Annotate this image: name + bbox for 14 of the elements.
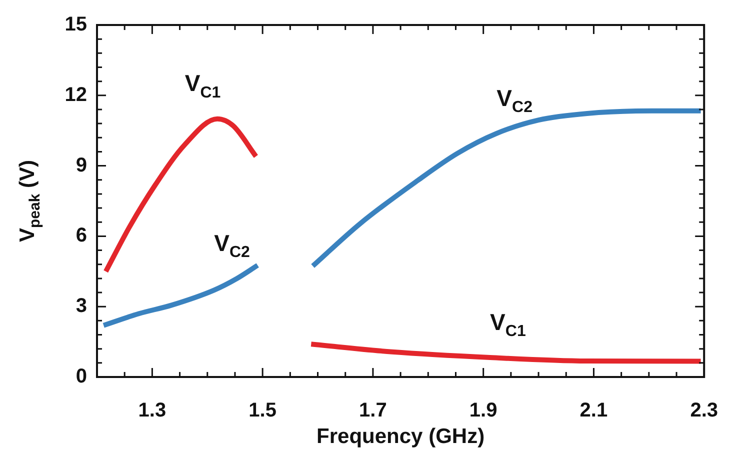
x-tick-label: 1.9 (469, 400, 498, 422)
y-tick-label: 3 (76, 295, 87, 318)
y-tick-label: 15 (64, 14, 87, 36)
x-tick-label: 1.7 (359, 400, 387, 422)
y-tick-label: 6 (76, 224, 87, 247)
y-axis-title: Vpeak (V) (16, 160, 44, 242)
x-tick-label: 2.3 (690, 400, 718, 422)
y-tick-label: 12 (64, 84, 87, 106)
x-tick-label: 1.5 (248, 400, 276, 422)
x-axis-title: Frequency (GHz) (316, 424, 485, 448)
x-tick-label: 2.1 (580, 400, 608, 422)
y-tick-label: 9 (76, 154, 87, 176)
x-tick-label: 1.3 (138, 400, 166, 422)
y-tick-label: 0 (76, 366, 87, 388)
